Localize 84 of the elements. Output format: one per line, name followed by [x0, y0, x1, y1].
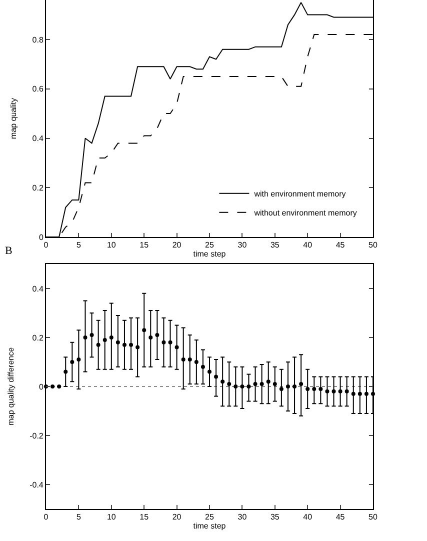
- x-tick-label: 25: [205, 240, 214, 250]
- point: [181, 358, 186, 362]
- x-tick-label: 20: [172, 512, 182, 522]
- text: B: [5, 245, 12, 257]
- point: [142, 328, 146, 332]
- point: [364, 392, 368, 396]
- point: [76, 358, 81, 362]
- point: [292, 384, 297, 388]
- y-tick-label: 0.4: [32, 134, 44, 144]
- point: [338, 389, 342, 394]
- point: [358, 392, 362, 396]
- x-axis-title: time step: [193, 522, 226, 531]
- point: [194, 360, 198, 364]
- x-tick-label: 35: [270, 240, 280, 250]
- point: [136, 345, 140, 350]
- x-tick-label: 10: [106, 512, 116, 522]
- x-tick-label: 40: [303, 512, 313, 522]
- point: [129, 342, 134, 347]
- y-tick-label: -0.4: [30, 480, 44, 490]
- y-tick-label: -0.2: [30, 431, 44, 440]
- point: [306, 386, 310, 391]
- point: [260, 382, 264, 386]
- legend-label: with environment memory: [253, 189, 346, 198]
- point: [272, 382, 277, 386]
- point: [240, 384, 244, 388]
- x-tick-label: 50: [368, 512, 378, 522]
- point: [102, 338, 107, 342]
- point: [168, 340, 172, 344]
- point: [155, 333, 160, 338]
- point: [279, 386, 284, 391]
- point: [234, 384, 238, 388]
- point: [208, 370, 212, 374]
- point: [332, 389, 336, 394]
- point: [90, 333, 94, 338]
- point: [220, 380, 225, 384]
- point: [116, 340, 120, 344]
- legend-label: without environment memory: [253, 208, 357, 218]
- x-tick-label: 50: [368, 240, 378, 250]
- point: [148, 336, 153, 340]
- point: [122, 342, 126, 347]
- y-axis-title: map quality difference: [6, 346, 16, 426]
- point: [109, 336, 114, 340]
- y-axis-title: map quality: [8, 98, 18, 139]
- point: [299, 382, 304, 386]
- point: [318, 386, 323, 391]
- point: [162, 340, 166, 344]
- x-tick-label: 45: [336, 512, 346, 522]
- point: [253, 382, 258, 386]
- point: [344, 389, 349, 394]
- point: [266, 380, 270, 384]
- x-tick-label: 30: [238, 240, 248, 250]
- x-tick-label: 45: [336, 240, 346, 250]
- x-tick-label: 15: [140, 240, 150, 250]
- point: [200, 364, 205, 369]
- point: [351, 392, 356, 396]
- point: [70, 360, 74, 364]
- point: [83, 336, 88, 340]
- x-tick-label: 40: [303, 240, 313, 250]
- y-tick-label: 0: [38, 382, 44, 392]
- x-tick-label: 25: [205, 512, 214, 522]
- y-tick-label: 0.2: [32, 183, 44, 192]
- y-tick-label: 0.2: [32, 333, 44, 342]
- point: [64, 370, 68, 374]
- point: [286, 384, 290, 388]
- point: [325, 389, 330, 394]
- point: [96, 342, 100, 347]
- x-tick-label: 20: [172, 240, 182, 250]
- x-tick-label: 35: [270, 512, 280, 522]
- point: [214, 374, 218, 379]
- point: [188, 358, 192, 362]
- x-axis-title: time step: [193, 250, 226, 259]
- y-tick-label: 0.6: [32, 84, 44, 94]
- point: [312, 386, 316, 391]
- y-tick-label: 0.4: [32, 284, 44, 294]
- x-tick-label: 5: [76, 512, 82, 522]
- point: [174, 345, 179, 350]
- x-tick-label: 30: [238, 512, 248, 522]
- y-tick-label: 0: [38, 232, 44, 242]
- point: [246, 384, 251, 388]
- y-tick-label: 0.8: [32, 35, 44, 44]
- x-tick-label: 15: [140, 512, 150, 522]
- point: [227, 382, 232, 386]
- x-tick-label: 5: [76, 240, 82, 250]
- x-tick-label: 10: [106, 240, 116, 250]
